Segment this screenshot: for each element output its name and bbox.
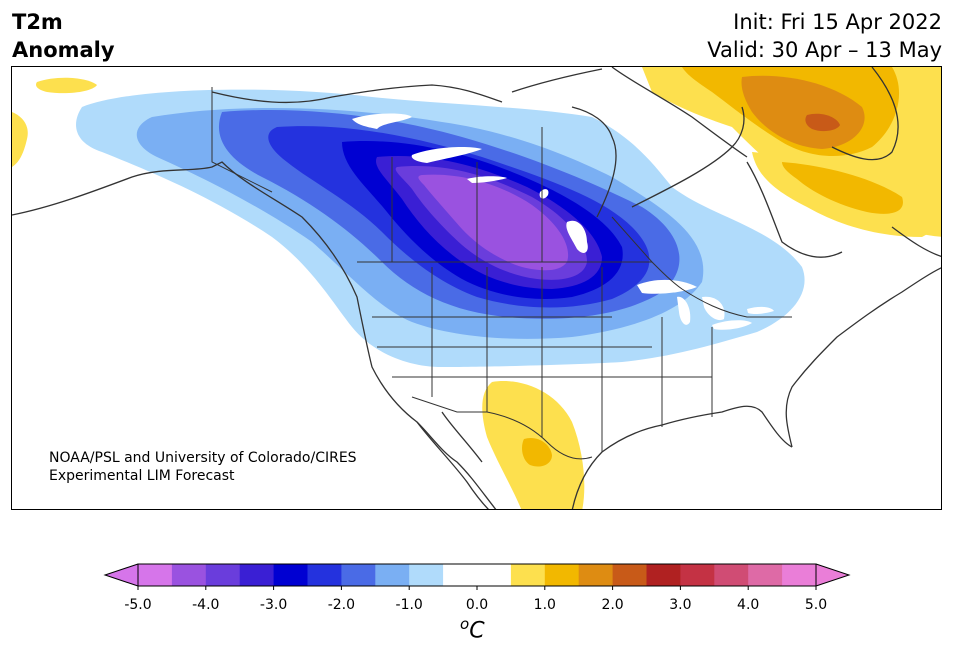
colorbar-outline: [137, 563, 817, 587]
us-canada-border: [357, 261, 792, 318]
map-panel: [11, 66, 942, 510]
anomaly-map: [12, 67, 941, 509]
lake-winnipeg: [566, 220, 588, 253]
alaska-canada-border: [211, 87, 273, 193]
coastlines: [12, 67, 941, 509]
colorbar-cell: [375, 564, 410, 586]
colorbar-cell: [205, 564, 241, 586]
hudson-bay-coastline: [571, 106, 745, 218]
colorbar-tick-label: -4.0: [192, 597, 220, 613]
colorbar-tick-label: 1.0: [533, 597, 556, 613]
colorbar-under-arrow: [105, 564, 138, 586]
colorbar-cell: [510, 564, 546, 586]
colorbar-cell: [273, 564, 308, 586]
political-borders: [211, 87, 792, 460]
credit-text: NOAA/PSL and University of Colorado/CIRE…: [49, 449, 357, 485]
great-bear-lake: [352, 113, 412, 129]
colorbar-cell: [748, 564, 783, 586]
warm-anomaly-labrador-inner: [782, 162, 903, 214]
colorbar-cell: [409, 564, 444, 586]
warm-anomaly-greenland-peak: [805, 113, 840, 132]
east-coastline: [785, 267, 941, 448]
colorbar-cell: [477, 564, 512, 586]
province-borders: [391, 127, 653, 263]
colorbar-over-arrow: [816, 564, 849, 586]
us-mexico-border: [411, 396, 593, 460]
colorbar-cell: [138, 564, 173, 586]
colorbar-tick-label: 3.0: [669, 597, 692, 613]
colorbar-cell: [544, 564, 580, 586]
labrador-coastline: [746, 161, 941, 258]
west-coastline: [12, 161, 497, 509]
colorbar-cell: [307, 564, 342, 586]
colorbar-cell: [714, 564, 749, 586]
credit-line-1: NOAA/PSL and University of Colorado/CIRE…: [49, 450, 357, 466]
map-title: T2m Anomaly: [12, 8, 115, 64]
lake-erie-ontario: [712, 306, 774, 330]
colorbar-tick-label: 0.0: [465, 597, 489, 613]
unit-celsius: C: [469, 618, 485, 644]
credit-line-2: Experimental LIM Forecast: [49, 468, 235, 484]
colorbar-cell: [578, 564, 614, 586]
colorbar-tick-label: 4.0: [737, 597, 760, 613]
colorbar-cell: [782, 564, 817, 586]
colorbar-tick-label: -1.0: [395, 597, 423, 613]
state-borders: [372, 267, 713, 452]
greenland-coastline: [611, 67, 899, 161]
forecast-dates: Init: Fri 15 Apr 2022 Valid: 30 Apr – 13…: [707, 8, 942, 64]
warm-anomaly-greenland-core: [741, 75, 865, 149]
colorbar-tick-label: 2.0: [601, 597, 624, 613]
arctic-coastline: [211, 68, 603, 104]
colorbar-cell: [239, 564, 275, 586]
baja-coastline: [416, 411, 489, 509]
colorbar-tick-label: -5.0: [124, 597, 152, 613]
unit-degree: o: [460, 615, 470, 633]
colorbar-cell: [646, 564, 681, 586]
cold-anomaly-contour-8: [418, 174, 569, 271]
colorbar-cells: [138, 564, 817, 586]
lake-superior: [637, 279, 697, 294]
colorbar-cell: [171, 564, 207, 586]
valid-date-range: Valid: 30 Apr – 13 May: [707, 38, 942, 62]
title-line-anomaly: Anomaly: [12, 38, 115, 62]
colorbar-ticks: [137, 586, 817, 590]
colorbar-cell: [680, 564, 715, 586]
gulf-coastline: [571, 405, 793, 509]
colorbar-arrow-outline: [103, 563, 851, 587]
colorbar-cell: [612, 564, 647, 586]
title-line-variable: T2m: [12, 10, 63, 34]
init-date: Init: Fri 15 Apr 2022: [733, 10, 942, 34]
colorbar-cell: [443, 564, 478, 586]
warm-anomaly-mexico-core: [522, 437, 552, 467]
colorbar-tick-label: -2.0: [327, 597, 356, 613]
lake-michigan-huron: [677, 296, 725, 325]
colorbar-tick-label: 5.0: [804, 597, 828, 613]
colorbar-cell: [341, 564, 376, 586]
colorbar-unit: oC: [460, 615, 485, 643]
colorbar-tick-label: -3.0: [259, 597, 288, 613]
warm-anomaly-north-pacific: [36, 77, 97, 94]
great-slave-lake: [411, 147, 482, 163]
warm-anomaly-west-edge: [12, 112, 28, 167]
